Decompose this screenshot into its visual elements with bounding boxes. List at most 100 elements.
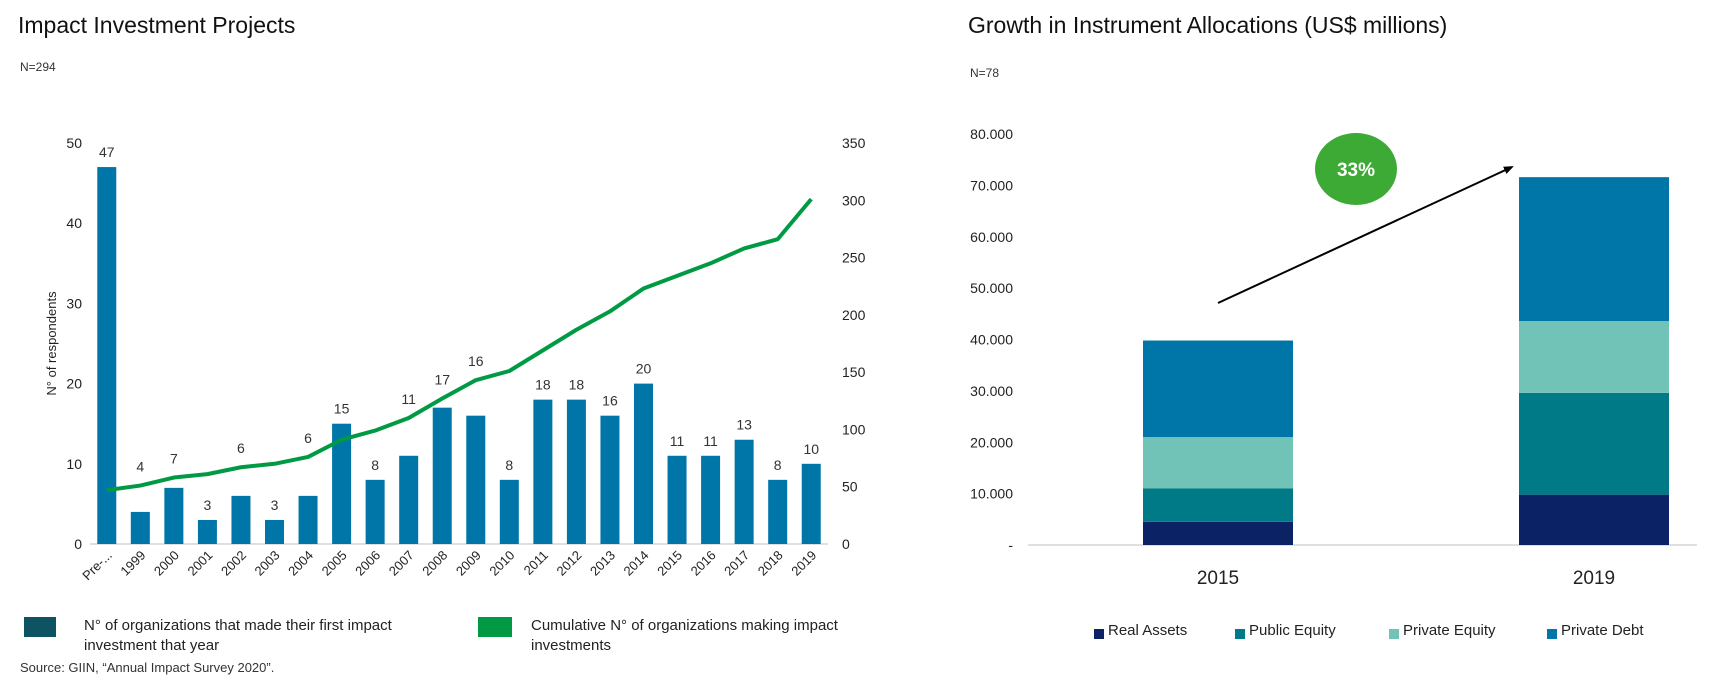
stack-category-label-2019: 2019	[1573, 568, 1615, 589]
bar-data-label-2016: 11	[703, 433, 718, 449]
x-tick-label-2006: 2006	[352, 548, 383, 579]
x-tick-label-2004: 2004	[285, 548, 316, 579]
bar-2016	[701, 455, 721, 544]
bar-2014	[634, 383, 653, 544]
bar-data-label-2009: 16	[468, 353, 484, 369]
x-tick-label-2002: 2002	[218, 548, 249, 579]
bar-data-label-2008: 17	[434, 371, 450, 387]
bar-2019	[801, 463, 821, 544]
bar-2000	[164, 487, 184, 544]
stack-segment-2015-private-equity	[1143, 437, 1293, 489]
bar-data-label-2000: 7	[170, 451, 178, 467]
bar-data-label-2013: 16	[602, 393, 618, 409]
stack-y-tick-label-7: 70.000	[970, 177, 1013, 193]
stack-legend-label-private-debt: Private Debt	[1561, 622, 1644, 639]
bar-2006	[365, 479, 385, 544]
right-chart: - 10.000 20.000 30.000 40.000 50.000 60.000 70.…	[970, 126, 1697, 589]
growth-percentage-label: 33%	[1337, 160, 1375, 181]
stack-y-tick-label-2: 20.000	[970, 434, 1013, 450]
x-tick-label-2017: 2017	[721, 548, 752, 579]
bar-data-label-1999: 4	[136, 459, 144, 475]
x-tick-label-2010: 2010	[486, 548, 517, 579]
x-tick-label-2003: 2003	[252, 548, 283, 579]
left-chart-sample-size: N=294	[20, 60, 56, 74]
bar-2015	[667, 455, 687, 544]
x-tick-label-2013: 2013	[587, 548, 618, 579]
right-y-tick-label-7: 350	[842, 135, 866, 151]
bar-data-label-2015: 11	[670, 433, 685, 449]
stack-legend-swatch-private-equity	[1389, 629, 1399, 639]
x-tick-label-2014: 2014	[621, 548, 652, 579]
x-tick-label-2009: 2009	[453, 548, 484, 579]
left-y-tick-label-0: 0	[74, 536, 82, 552]
bar-2003	[265, 519, 284, 544]
stack-legend-swatch-private-debt	[1547, 629, 1557, 639]
bar-2007	[399, 455, 419, 544]
bar-data-label-2002: 6	[237, 440, 245, 456]
stack-segment-2019-private-equity	[1519, 321, 1669, 393]
stack-legend-swatch-public-equity	[1235, 629, 1245, 639]
stack-legend-label-private-equity: Private Equity	[1403, 622, 1496, 639]
bar-data-label-2001: 3	[204, 497, 212, 513]
right-y-tick-label-0: 0	[842, 536, 850, 552]
right-y-tick-label-2: 100	[842, 421, 866, 437]
left-y-tick-label-4: 40	[66, 215, 82, 231]
x-tick-label-2018: 2018	[755, 548, 786, 579]
bar-data-label-2003: 3	[271, 497, 279, 513]
left-y-tick-label-2: 20	[66, 376, 82, 392]
x-tick-label-2016: 2016	[688, 548, 719, 579]
stack-segment-2019-public-equity	[1519, 392, 1669, 495]
stack-segment-2015-real-assets	[1143, 521, 1293, 545]
bar-1999	[130, 511, 150, 544]
bar-data-label-2014: 20	[636, 361, 652, 377]
x-tick-label-2012: 2012	[553, 548, 584, 579]
bar-2001	[197, 519, 217, 544]
x-tick-label-2005: 2005	[319, 548, 350, 579]
x-tick-label-Pre-...: Pre-...	[79, 548, 115, 584]
right-y-tick-label-5: 250	[842, 250, 866, 266]
right-y-tick-label-1: 50	[842, 479, 858, 495]
bar-data-label-2004: 6	[304, 430, 312, 446]
bar-data-label-Pre-...: 47	[99, 144, 115, 160]
x-tick-label-2001: 2001	[184, 548, 215, 579]
bar-2011	[533, 399, 553, 544]
stack-segment-2019-real-assets	[1519, 494, 1669, 545]
source-note: Source: GIIN, “Annual Impact Survey 2020…	[20, 660, 275, 675]
x-tick-label-2007: 2007	[386, 548, 417, 579]
legend-label-first-investment: N° of organizations that made their firs…	[84, 617, 392, 654]
right-chart-sample-size: N=78	[970, 66, 1000, 80]
stack-segment-2015-private-debt	[1143, 340, 1293, 438]
bar-data-label-2017: 13	[736, 417, 752, 433]
left-y-tick-label-3: 30	[66, 295, 82, 311]
left-chart: N° of respondents 0 10 20 30 40 50 0 50 100 150 200…	[44, 135, 866, 583]
bar-2004	[298, 495, 318, 544]
bar-data-label-2010: 8	[505, 457, 513, 473]
legend-swatch-cumulative	[478, 617, 512, 637]
left-y-axis-title: N° of respondents	[44, 291, 59, 396]
stack-y-tick-label-5: 50.000	[970, 280, 1013, 296]
bar-2018	[768, 479, 788, 544]
bar-data-label-2012: 18	[569, 377, 585, 393]
bar-2002	[231, 495, 251, 544]
bar-Pre-...	[97, 167, 117, 544]
bar-data-label-2007: 11	[401, 391, 416, 407]
x-tick-label-2000: 2000	[151, 548, 182, 579]
right-y-tick-label-3: 150	[842, 364, 866, 380]
left-chart-title: Impact Investment Projects	[18, 12, 296, 38]
bar-2010	[499, 479, 519, 544]
growth-arrow	[1217, 166, 1514, 304]
cumulative-line	[106, 197, 813, 493]
stack-segment-2015-public-equity	[1143, 488, 1293, 522]
left-y-tick-label-1: 10	[66, 456, 82, 472]
bar-data-label-2018: 8	[774, 457, 782, 473]
left-y-tick-label-5: 50	[66, 135, 82, 151]
stack-y-tick-label-1: 10.000	[970, 486, 1013, 502]
right-chart-title: Growth in Instrument Allocations (US$ mi…	[968, 12, 1448, 38]
stack-legend-label-public-equity: Public Equity	[1249, 622, 1336, 639]
stack-y-tick-label-4: 40.000	[970, 332, 1013, 348]
bar-2012	[566, 399, 586, 544]
bar-2008	[432, 407, 452, 544]
right-y-tick-label-4: 200	[842, 307, 866, 323]
x-tick-label-2008: 2008	[419, 548, 450, 579]
